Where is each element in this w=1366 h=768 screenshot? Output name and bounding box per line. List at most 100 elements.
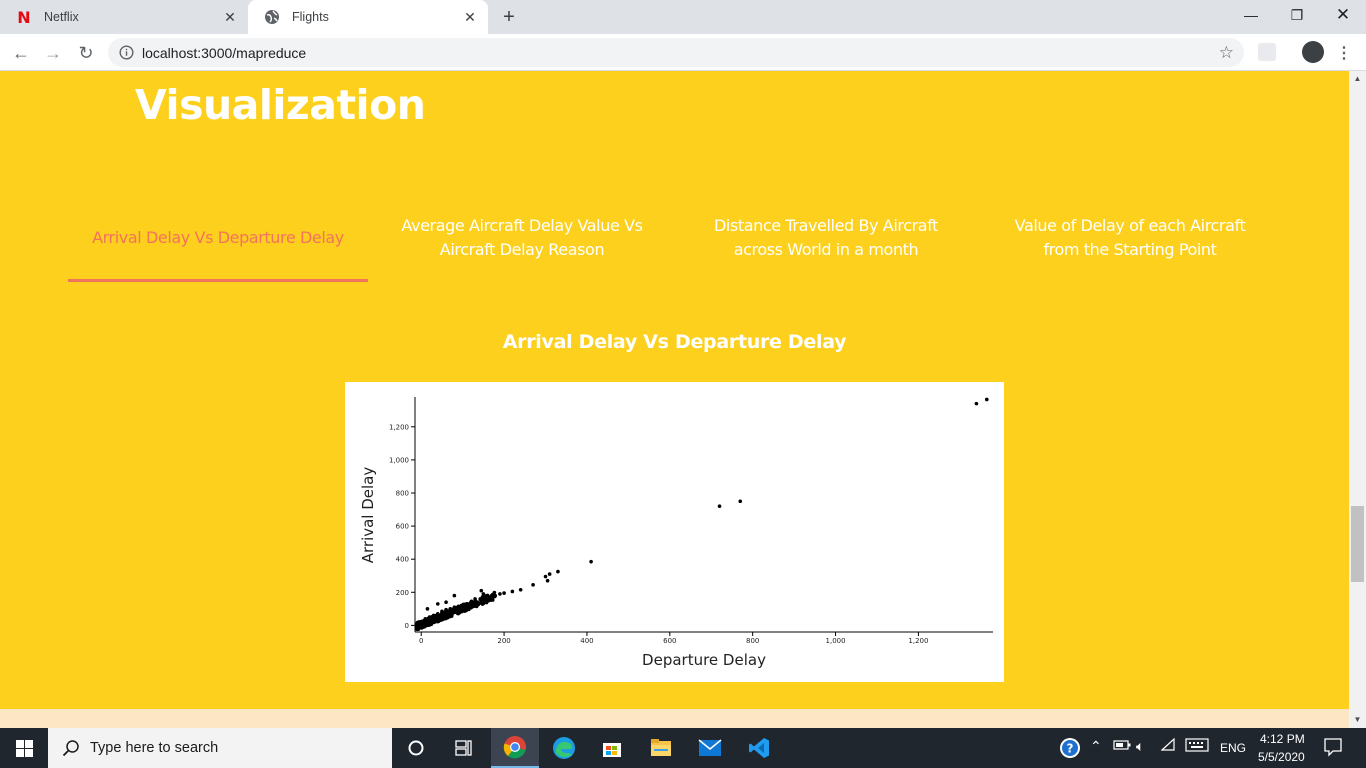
tab-label-line1: Distance Travelled By Aircraft <box>713 216 939 235</box>
svg-text:?: ? <box>1067 742 1074 756</box>
data-point <box>556 569 560 574</box>
tab-title: Flights <box>292 10 329 24</box>
url-text: localhost:3000/mapreduce <box>142 44 307 61</box>
visualization-tabs: Arrival Delay Vs Departure Delay Average… <box>0 193 1349 283</box>
y-tick-label: 0 <box>405 622 409 630</box>
data-point <box>491 595 495 600</box>
data-point <box>420 620 425 625</box>
chart-axes: 0 200 400 600 800 1,000 1,200 0 200 400 600 800 1,00… <box>389 397 993 645</box>
chart-heading: Arrival Delay Vs Departure Delay <box>502 331 847 353</box>
tab-label-line1: Value of Delay of each Aircraft <box>1014 216 1246 235</box>
tab-arrival-vs-departure[interactable]: Arrival Delay Vs Departure Delay <box>68 193 368 283</box>
x-tick-label: 600 <box>663 637 676 645</box>
mail-icon[interactable] <box>686 728 734 768</box>
close-icon[interactable]: ✕ <box>464 8 476 25</box>
data-point <box>453 609 458 614</box>
tab-title: Netflix <box>44 10 79 24</box>
data-point <box>445 614 449 618</box>
data-point <box>984 397 989 402</box>
data-point <box>479 597 483 602</box>
data-point <box>498 592 502 596</box>
language-indicator[interactable]: ENG <box>1220 741 1247 755</box>
data-point <box>444 600 448 605</box>
help-badge-icon[interactable]: ? <box>1059 737 1081 762</box>
close-icon[interactable]: ✕ <box>224 8 236 25</box>
data-point <box>416 627 421 631</box>
scroll-down-icon[interactable]: ▼ <box>1353 714 1362 724</box>
chrome-icon[interactable] <box>491 728 539 768</box>
data-point <box>470 600 475 604</box>
restore-icon[interactable]: ❐ <box>1290 6 1304 23</box>
search-icon <box>62 740 79 757</box>
info-icon[interactable] <box>118 45 134 61</box>
microsoft-store-icon[interactable] <box>588 728 636 768</box>
data-point <box>483 595 487 599</box>
task-view-icon[interactable] <box>440 728 488 768</box>
next-section-strip <box>0 709 1349 728</box>
data-point <box>502 591 506 595</box>
cortana-icon[interactable] <box>392 728 440 768</box>
minimize-icon[interactable]: — <box>1244 7 1258 23</box>
file-explorer-icon[interactable] <box>637 728 685 768</box>
new-tab-plus-icon[interactable]: + <box>503 5 515 28</box>
x-tick-label: 800 <box>746 637 759 645</box>
page-content: Visualization Arrival Delay Vs Departure… <box>0 71 1349 709</box>
extension-icon[interactable] <box>1258 43 1276 61</box>
browser-tab-netflix[interactable]: N Netflix ✕ <box>0 0 248 34</box>
data-point <box>543 574 548 579</box>
scroll-thumb[interactable] <box>1351 506 1364 582</box>
page-scrollbar[interactable]: ▲ ▼ <box>1349 71 1366 728</box>
volume-icon[interactable]: 🔈︎ <box>1136 738 1145 754</box>
bookmark-star-icon[interactable]: ☆ <box>1218 43 1234 62</box>
battery-icon[interactable] <box>1113 738 1131 754</box>
data-point <box>464 602 468 606</box>
windows-start-icon[interactable] <box>0 728 48 768</box>
data-point <box>457 609 462 614</box>
browser-tab-flights[interactable]: Flights ✕ <box>248 0 488 34</box>
forward-arrow-icon[interactable]: → <box>44 42 62 63</box>
address-bar[interactable]: localhost:3000/mapreduce ☆ <box>108 38 1244 67</box>
tab-label-line2: from the Starting Point <box>1043 240 1217 259</box>
wifi-icon[interactable] <box>1160 737 1177 755</box>
edge-icon[interactable] <box>540 728 588 768</box>
data-point <box>589 559 593 564</box>
x-axis-label: Departure Delay <box>642 651 766 669</box>
vscode-icon[interactable] <box>735 728 783 768</box>
profile-avatar-icon[interactable] <box>1302 41 1324 63</box>
data-point <box>425 607 430 611</box>
keyboard-icon[interactable] <box>1185 738 1209 755</box>
data-point <box>426 618 430 622</box>
tab-label-line1: Arrival Delay Vs Departure Delay <box>92 228 344 247</box>
notifications-icon[interactable] <box>1323 737 1343 760</box>
taskbar-search-box[interactable]: Type here to search <box>48 728 392 768</box>
x-tick-label: 400 <box>580 637 593 645</box>
chevron-up-icon[interactable]: ⌃ <box>1090 738 1102 754</box>
netflix-icon: N <box>17 7 31 27</box>
data-point <box>738 499 743 504</box>
menu-kebab-icon[interactable]: ⋮ <box>1336 45 1352 62</box>
data-point <box>483 599 488 603</box>
clock-time[interactable]: 4:12 PM <box>1260 732 1305 746</box>
data-point <box>717 504 722 509</box>
y-tick-label: 1,000 <box>389 456 409 464</box>
data-point <box>462 609 467 613</box>
data-point <box>441 611 446 616</box>
data-point <box>469 603 474 608</box>
scatter-chart-card: 0 200 400 600 800 1,000 1,200 0 200 400 600 800 1,00… <box>345 382 1004 682</box>
data-point <box>435 615 439 620</box>
scroll-up-icon[interactable]: ▲ <box>1353 73 1362 83</box>
tab-average-delay-vs-reason[interactable]: Average Aircraft Delay Value Vs Aircraft… <box>372 193 672 283</box>
reload-icon[interactable]: ↻ <box>78 42 94 63</box>
tab-delay-from-starting-point[interactable]: Value of Delay of each Aircraft from the… <box>980 193 1280 283</box>
data-point <box>456 605 461 609</box>
y-axis-label: Arrival Delay <box>359 467 377 564</box>
data-point <box>531 583 535 587</box>
tab-distance-travelled[interactable]: Distance Travelled By Aircraft across Wo… <box>676 193 976 283</box>
scatter-chart: 0 200 400 600 800 1,000 1,200 0 200 400 600 800 1,00… <box>359 397 993 669</box>
data-point <box>431 616 436 621</box>
data-point <box>435 602 440 606</box>
clock-date[interactable]: 5/5/2020 <box>1258 750 1305 764</box>
y-tick-label: 400 <box>396 556 409 564</box>
back-arrow-icon[interactable]: ← <box>12 42 30 63</box>
close-window-icon[interactable]: ✕ <box>1335 5 1351 24</box>
